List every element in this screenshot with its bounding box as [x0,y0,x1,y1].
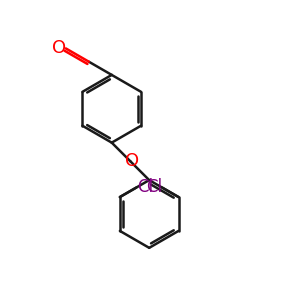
Text: O: O [52,39,66,57]
Text: Cl: Cl [146,178,162,196]
Text: O: O [125,152,139,170]
Text: Cl: Cl [136,178,153,196]
